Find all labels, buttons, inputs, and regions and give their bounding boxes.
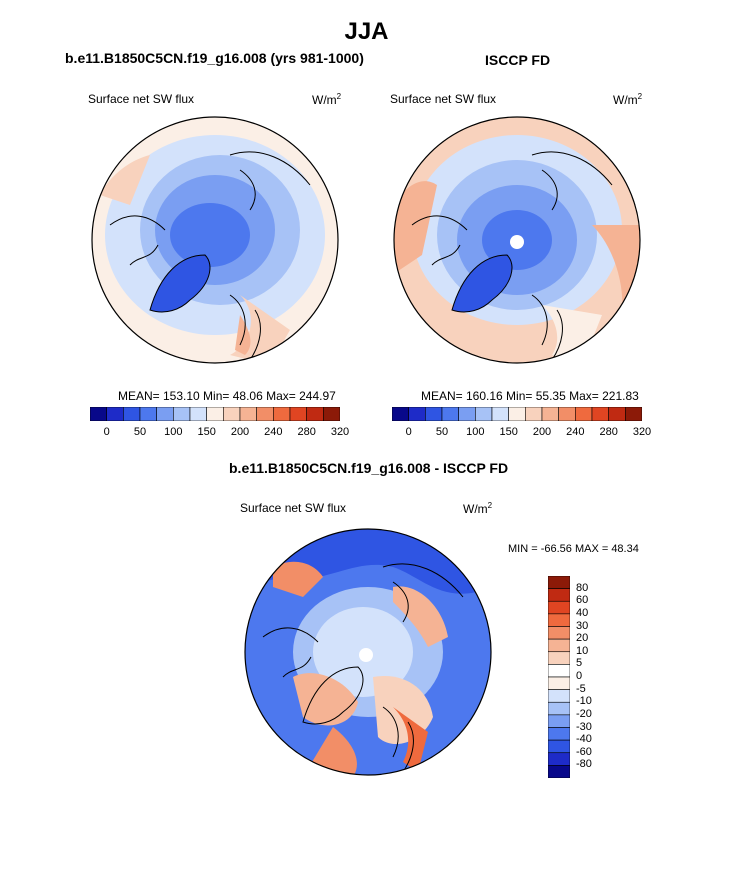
colorbar-box <box>548 714 570 728</box>
diff-variable-label: Surface net SW flux <box>240 501 347 515</box>
colorbar-box <box>441 407 459 421</box>
diff-units: W/m2 <box>463 501 493 516</box>
colorbar-tick-label: 0 <box>103 426 110 438</box>
colorbar-tick-label: 50 <box>435 426 449 438</box>
colorbar-box <box>173 407 191 421</box>
colorbar-tick-label: 0 <box>576 670 583 682</box>
colorbar-box <box>525 407 543 421</box>
colorbar-tick-label: 100 <box>164 426 183 438</box>
colorbar-tick-label: 150 <box>499 426 518 438</box>
panel-2-map <box>393 116 641 364</box>
colorbar-box <box>608 407 626 421</box>
colorbar-box <box>591 407 609 421</box>
colorbar-box <box>139 407 157 421</box>
colorbar-tick-label: 0 <box>405 426 412 438</box>
colorbar-box <box>475 407 493 421</box>
colorbar-box <box>106 407 124 421</box>
colorbar-tick-label: 80 <box>576 581 589 594</box>
colorbar-tick-label: 280 <box>599 426 618 438</box>
colorbar-tick-label: 30 <box>576 619 589 632</box>
colorbar-box <box>273 407 291 421</box>
diff-stats: MIN = -66.56 MAX = 48.34 <box>508 543 639 555</box>
main-title: JJA <box>344 18 389 45</box>
colorbar-tick-label: 10 <box>576 644 589 657</box>
colorbar-box <box>548 600 570 615</box>
colorbar-tick-label: 100 <box>466 426 485 438</box>
colorbar-box <box>323 407 340 421</box>
colorbar-box <box>548 626 570 640</box>
colorbar-box <box>256 407 274 421</box>
colorbar-box <box>123 407 141 421</box>
colorbar-box <box>541 407 559 421</box>
colorbar-tick-label: 150 <box>197 426 216 438</box>
colorbar-tick-label: 200 <box>532 426 552 438</box>
panel-1-colorbar <box>90 407 340 421</box>
colorbar-tick-label: 50 <box>133 426 147 438</box>
panel-1-colorbar-labels: 0 50 100 150 200 240 280 320 <box>90 426 350 440</box>
colorbar-box <box>548 701 570 716</box>
colorbar-box <box>575 407 593 421</box>
colorbar-box <box>206 407 224 421</box>
colorbar-tick-label: -60 <box>576 745 592 758</box>
colorbar-box <box>306 407 324 421</box>
colorbar-box <box>408 407 426 421</box>
colorbar-tick-label: -30 <box>576 720 592 733</box>
colorbar-box <box>548 689 570 703</box>
colorbar-box <box>90 407 107 421</box>
panel-1-stats: MEAN= 153.10 Min= 48.06 Max= 244.97 <box>118 389 336 403</box>
panel-2-colorbar <box>392 407 642 421</box>
colorbar-box <box>239 407 257 421</box>
colorbar-box <box>548 727 570 741</box>
colorbar-tick-label: 320 <box>632 426 652 438</box>
diff-colorbar-labels: 80 60 40 30 20 10 5 0 -5 -10 -20 -30 -40 -60 -80 <box>576 576 616 778</box>
panel-2-title: ISCCP FD <box>485 52 551 68</box>
colorbar-box <box>625 407 642 421</box>
panel-1-title: b.e11.B1850C5CN.f19_g16.008 (yrs 981-100… <box>65 50 364 66</box>
colorbar-box <box>548 651 570 665</box>
colorbar-box <box>289 407 307 421</box>
colorbar-box <box>223 407 241 421</box>
colorbar-tick-label: 40 <box>576 606 589 619</box>
diff-panel-title: b.e11.B1850C5CN.f19_g16.008 - ISCCP FD <box>229 460 509 476</box>
colorbar-box <box>548 613 570 627</box>
colorbar-box <box>548 676 570 690</box>
colorbar-box <box>548 664 570 678</box>
panel-1-map <box>91 116 339 364</box>
panel-1-units: W/m2 <box>312 92 342 107</box>
colorbar-box <box>548 588 570 602</box>
colorbar-box <box>392 407 409 421</box>
panel-2-units: W/m2 <box>613 92 643 107</box>
colorbar-box <box>156 407 174 421</box>
colorbar-tick-label: -10 <box>576 695 592 708</box>
colorbar-box <box>189 407 207 421</box>
colorbar-box <box>548 739 570 754</box>
colorbar-tick-label: 20 <box>576 632 589 645</box>
colorbar-box <box>508 407 526 421</box>
colorbar-tick-label: 280 <box>297 426 316 438</box>
colorbar-tick-label: -80 <box>576 758 592 771</box>
panel-2-colorbar-labels: 0 50 100 150 200 240 280 320 <box>392 426 652 440</box>
colorbar-tick-label: -5 <box>576 682 586 695</box>
colorbar-tick-label: 60 <box>576 594 589 607</box>
colorbar-tick-label: 200 <box>230 426 250 438</box>
panel-1-variable-label: Surface net SW flux <box>88 92 195 106</box>
colorbar-tick-label: 240 <box>566 426 585 438</box>
colorbar-box <box>458 407 476 421</box>
colorbar-box <box>548 752 570 766</box>
colorbar-tick-label: 320 <box>330 426 350 438</box>
colorbar-box <box>548 576 570 589</box>
colorbar-box <box>548 765 570 778</box>
colorbar-tick-label: 5 <box>576 657 583 670</box>
colorbar-box <box>558 407 576 421</box>
panel-2-variable-label: Surface net SW flux <box>390 92 497 106</box>
colorbar-box <box>548 638 570 653</box>
panel-2-stats: MEAN= 160.16 Min= 55.35 Max= 221.83 <box>421 389 639 403</box>
colorbar-tick-label: 240 <box>264 426 283 438</box>
colorbar-box <box>425 407 443 421</box>
colorbar-box <box>491 407 509 421</box>
diff-map <box>244 528 492 776</box>
colorbar-tick-label: -40 <box>576 733 592 746</box>
colorbar-tick-label: -20 <box>576 707 592 720</box>
diff-colorbar <box>548 576 570 778</box>
